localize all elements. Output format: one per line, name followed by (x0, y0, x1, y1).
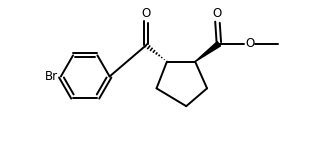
Text: O: O (246, 37, 255, 50)
Text: O: O (142, 7, 151, 20)
Text: Br: Br (45, 70, 58, 83)
Polygon shape (195, 42, 220, 62)
Text: O: O (213, 7, 222, 20)
